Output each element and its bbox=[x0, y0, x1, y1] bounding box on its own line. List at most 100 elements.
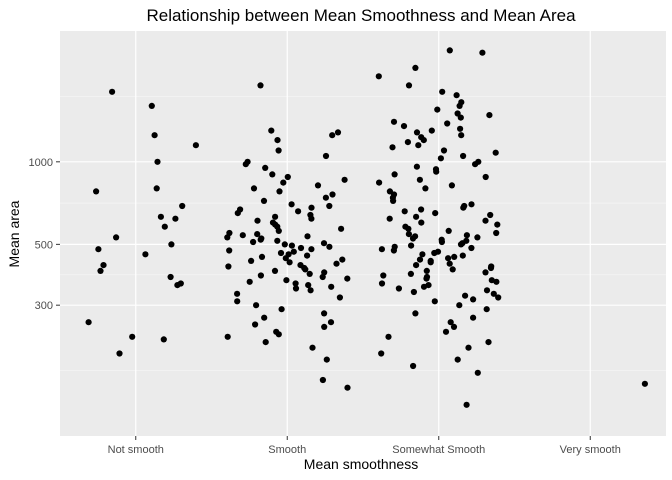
plot-panel bbox=[60, 31, 666, 436]
data-point bbox=[225, 263, 232, 270]
data-point bbox=[485, 339, 492, 346]
data-point bbox=[420, 283, 428, 290]
data-point bbox=[246, 278, 253, 285]
data-point bbox=[239, 232, 246, 239]
data-point bbox=[448, 182, 455, 189]
data-point bbox=[304, 233, 311, 240]
data-point bbox=[474, 234, 481, 241]
data-point bbox=[271, 267, 279, 274]
data-point bbox=[153, 185, 160, 192]
data-point bbox=[258, 253, 266, 260]
data-point bbox=[275, 147, 282, 154]
data-point bbox=[462, 292, 469, 299]
data-point bbox=[482, 217, 489, 224]
data-point bbox=[322, 194, 329, 201]
data-point bbox=[275, 227, 282, 234]
data-point bbox=[468, 244, 475, 252]
data-point bbox=[151, 132, 158, 139]
data-point bbox=[487, 264, 495, 272]
data-point bbox=[390, 247, 397, 254]
data-point bbox=[413, 129, 421, 136]
data-point bbox=[257, 272, 264, 279]
data-point bbox=[179, 202, 186, 210]
data-point bbox=[281, 241, 288, 248]
data-point bbox=[250, 185, 258, 192]
data-point bbox=[389, 144, 396, 151]
data-point bbox=[428, 127, 435, 134]
data-point bbox=[85, 319, 92, 326]
data-point bbox=[262, 164, 269, 171]
data-point bbox=[95, 246, 102, 253]
minor-gridlines bbox=[60, 96, 666, 371]
data-point bbox=[446, 260, 453, 267]
data-point bbox=[416, 256, 424, 263]
data-point bbox=[446, 47, 453, 54]
data-point bbox=[458, 132, 465, 139]
y-tick-label: 300 bbox=[35, 300, 53, 312]
data-point bbox=[385, 333, 392, 340]
data-point bbox=[390, 118, 398, 125]
chart-title: Relationship between Mean Smoothness and… bbox=[146, 6, 576, 25]
data-point bbox=[290, 248, 297, 255]
data-point bbox=[400, 123, 408, 130]
y-tick-label: 1000 bbox=[29, 157, 53, 169]
data-point bbox=[167, 273, 174, 281]
data-point bbox=[254, 217, 261, 224]
data-point bbox=[319, 273, 326, 281]
data-point bbox=[308, 246, 315, 253]
data-point bbox=[395, 285, 402, 292]
data-point bbox=[309, 344, 316, 351]
data-point bbox=[304, 252, 311, 259]
data-point bbox=[468, 201, 475, 208]
data-point bbox=[226, 247, 233, 254]
x-tick-label: Very smooth bbox=[560, 444, 621, 456]
data-point bbox=[93, 188, 100, 195]
data-point bbox=[433, 168, 440, 175]
data-point bbox=[431, 298, 438, 305]
data-point bbox=[442, 328, 450, 335]
data-point bbox=[329, 132, 336, 139]
data-point bbox=[283, 277, 290, 284]
data-point bbox=[405, 82, 413, 89]
data-point bbox=[454, 356, 461, 363]
data-point bbox=[276, 188, 283, 195]
data-point bbox=[274, 237, 281, 244]
data-point bbox=[328, 283, 335, 290]
data-point bbox=[483, 306, 490, 313]
data-point bbox=[322, 152, 330, 160]
data-point bbox=[260, 197, 268, 204]
data-point bbox=[224, 234, 231, 241]
data-point bbox=[308, 215, 315, 222]
data-point bbox=[486, 112, 493, 119]
data-point bbox=[418, 219, 425, 226]
data-point bbox=[269, 171, 276, 178]
data-point bbox=[160, 336, 167, 343]
data-point bbox=[449, 266, 456, 273]
data-point bbox=[292, 280, 299, 287]
data-point bbox=[410, 288, 417, 296]
data-point bbox=[413, 163, 420, 170]
data-point bbox=[457, 241, 465, 248]
data-point bbox=[410, 362, 417, 370]
data-point bbox=[405, 231, 412, 238]
data-point bbox=[419, 251, 426, 258]
data-point bbox=[278, 306, 285, 313]
data-point bbox=[288, 242, 295, 249]
data-point bbox=[344, 384, 351, 391]
data-point bbox=[302, 266, 309, 273]
data-point bbox=[453, 92, 460, 99]
data-point bbox=[472, 161, 479, 168]
y-axis-ticks: 300 500 1000 bbox=[29, 157, 60, 312]
data-point bbox=[456, 302, 463, 309]
data-point bbox=[272, 213, 279, 220]
data-point bbox=[445, 227, 452, 234]
data-point bbox=[321, 310, 328, 317]
data-point bbox=[459, 252, 466, 259]
data-point bbox=[275, 331, 282, 338]
x-tick-label: Smooth bbox=[268, 444, 306, 456]
data-point bbox=[431, 249, 438, 257]
data-point bbox=[412, 310, 419, 317]
data-point bbox=[319, 376, 326, 384]
data-point bbox=[157, 213, 164, 220]
